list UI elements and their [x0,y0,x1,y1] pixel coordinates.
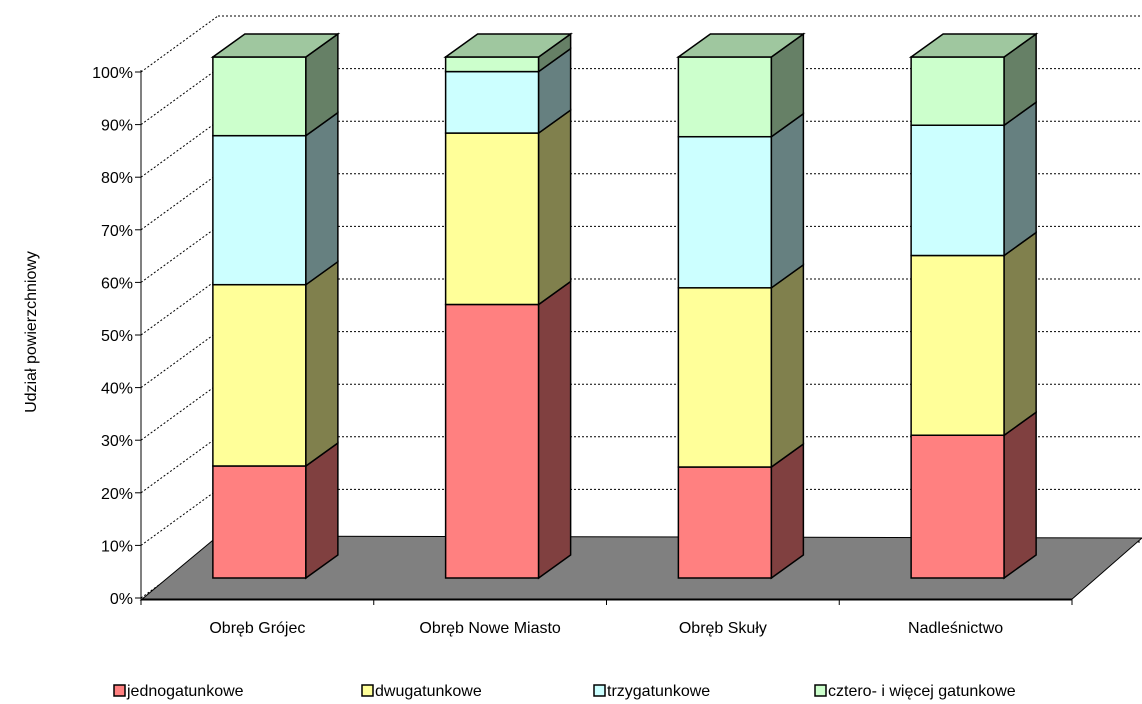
bar-top [908,33,1039,58]
bar-side [1003,231,1037,437]
y-tick-labels: 0% 10% 20% 30% 40% 50% 60% 70% 80% 90% 100% [92,65,133,608]
chart-floor [139,535,1142,601]
bar-segment [910,410,1037,580]
legend-item: trzygatunkowe [593,683,710,700]
y-axis-label: Udział powierzchniowy [23,251,40,413]
bar-segment [443,32,573,74]
bar-segment [910,100,1037,257]
bar-side [1003,410,1037,580]
y-tick-label: 0% [110,591,133,608]
category-label: Obręb Nowe Miasto [419,620,560,637]
legend-swatch [361,684,374,697]
y-tick-label: 80% [101,170,133,187]
gridline-side [140,383,219,441]
legend-swatch [113,684,126,697]
bar-segment [677,442,805,580]
bar-top [676,33,806,58]
bar-top [210,33,341,58]
bar-front [677,466,773,579]
legend-swatch [593,684,606,697]
bar-front [212,56,307,137]
gridline-side [140,15,219,73]
legend-label: trzygatunkowe [607,683,710,700]
bar-segment [676,32,806,139]
bar-front [212,134,307,286]
legend-label: dwugatunkowe [375,683,482,700]
bar-segment [212,111,339,287]
gridline-side [140,331,219,389]
bar-top [443,33,573,58]
bar-segment [908,32,1039,127]
bar-side [537,108,572,306]
bar-front [910,434,1005,579]
bar-side [305,260,339,468]
category-label: Obręb Skuły [679,620,767,637]
bar-front [677,135,773,289]
gridline-side [140,488,219,546]
bar-front [444,132,540,306]
bar-segment [677,112,805,290]
bar-segment [212,441,339,580]
legend-label: cztero- i więcej gatunkowe [828,683,1016,700]
category-labels: Obręb Grójec Obręb Nowe Miasto Obręb Skuły… [209,620,1003,637]
gridline-side [140,120,219,178]
bar-side [1003,100,1037,257]
bar-segment [910,231,1037,437]
y-tick-label: 70% [101,223,133,240]
y-tick-label: 10% [101,538,133,555]
bar-front [910,124,1005,257]
y-tick-label: 40% [101,381,133,398]
gridline-side [140,436,219,494]
bar-side [770,263,805,469]
bar-segment [444,47,572,135]
axes [135,70,1073,605]
bar-front [444,70,540,134]
legend-item: dwugatunkowe [361,683,482,700]
bar-front [677,56,773,138]
legend: jednogatunkowe dwugatunkowe trzygatunkowe c… [113,683,1016,700]
y-tick-label: 20% [101,486,133,503]
legend-swatch [814,684,827,697]
bar-front [677,287,773,468]
y-tick-label: 90% [101,118,133,135]
category-label: Nadleśnictwo [908,620,1003,637]
legend-item: cztero- i więcej gatunkowe [814,683,1016,700]
bar-segment [444,108,572,306]
bar-side [770,112,805,290]
gridline-side [140,225,219,283]
bar-front [910,56,1005,127]
y-tick-label: 60% [101,275,133,292]
bar-front [444,303,540,579]
bar-front [212,283,307,467]
floor [139,535,1142,601]
legend-item: jednogatunkowe [113,683,244,700]
bar-segment [677,263,805,469]
gridline-side [140,68,219,126]
bar-segment [210,32,341,138]
y-tick-label: 50% [101,328,133,345]
bars [210,32,1039,580]
bar-side [537,280,572,580]
y-tick-label: 100% [92,65,133,82]
y-tick-label: 30% [101,433,133,450]
bar-front [444,56,540,73]
legend-label: jednogatunkowe [126,683,244,700]
category-label: Obręb Grójec [209,620,305,637]
bar-front [910,254,1005,436]
bar-front [212,465,307,579]
gridline-side [140,278,219,336]
gridline-side [140,173,219,231]
bar-segment [444,280,572,580]
bar-side [305,111,339,287]
bar-segment [212,260,339,468]
